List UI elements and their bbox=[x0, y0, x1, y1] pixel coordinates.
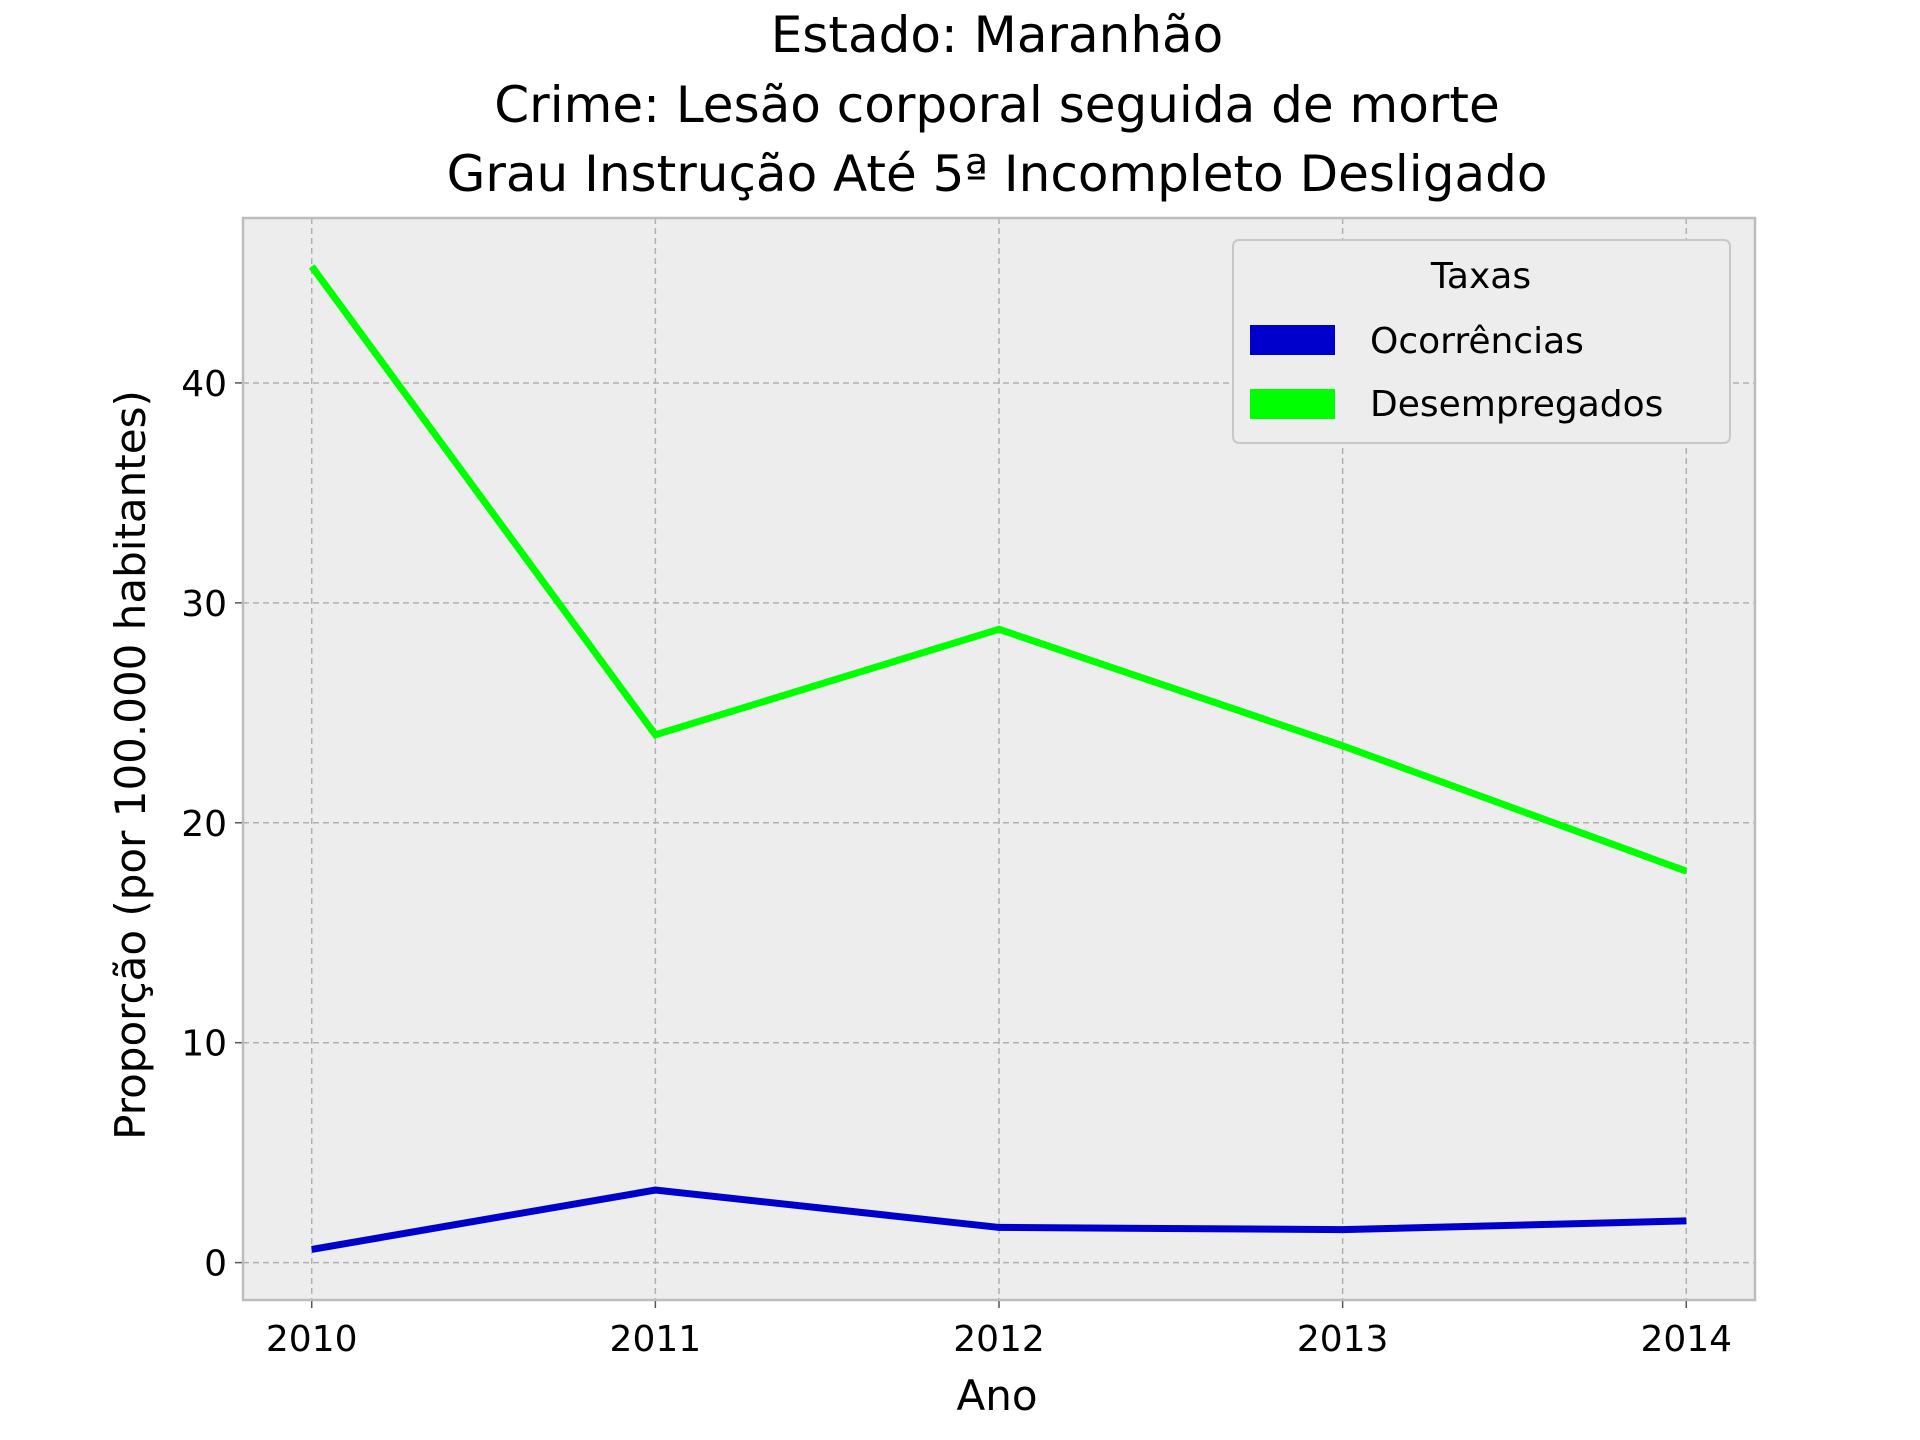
y-tick-label: 40 bbox=[181, 364, 227, 405]
y-tick-label: 20 bbox=[181, 804, 227, 845]
y-axis-label: Proporção (por 100.000 habitantes) bbox=[106, 390, 155, 1140]
chart-title: Estado: Maranhão Crime: Lesão corporal s… bbox=[447, 6, 1548, 203]
x-tick-label: 2013 bbox=[1297, 1319, 1389, 1360]
legend-title: Taxas bbox=[1430, 256, 1531, 297]
legend-swatch-desempregados bbox=[1250, 389, 1335, 419]
legend-label-ocorrencias: Ocorrências bbox=[1370, 321, 1584, 362]
y-tick-label: 0 bbox=[204, 1244, 227, 1285]
x-axis-label: Ano bbox=[956, 1371, 1037, 1420]
plot-frame bbox=[241, 216, 1757, 1302]
legend-swatch-ocorrencias bbox=[1250, 325, 1335, 355]
title-line-education: Grau Instrução Até 5ª Incompleto Desliga… bbox=[447, 145, 1548, 203]
legend-box bbox=[1232, 239, 1731, 444]
data-series bbox=[308, 264, 1688, 1253]
axis-ticks: 2010 2011 2012 2013 2014 0 10 20 30 40 bbox=[181, 364, 1732, 1360]
x-tick-label: 2014 bbox=[1640, 1319, 1732, 1360]
x-tick-label: 2010 bbox=[266, 1319, 358, 1360]
y-tick-label: 10 bbox=[181, 1024, 227, 1065]
x-tick-label: 2011 bbox=[610, 1319, 702, 1360]
legend-label-desempregados: Desempregados bbox=[1370, 384, 1663, 425]
title-line-state: Estado: Maranhão bbox=[771, 6, 1224, 64]
legend: Taxas Ocorrências Desempregados bbox=[1232, 239, 1731, 444]
y-tick-label: 30 bbox=[181, 584, 227, 625]
title-line-crime: Crime: Lesão corporal seguida de morte bbox=[494, 76, 1499, 134]
x-tick-label: 2012 bbox=[953, 1319, 1045, 1360]
